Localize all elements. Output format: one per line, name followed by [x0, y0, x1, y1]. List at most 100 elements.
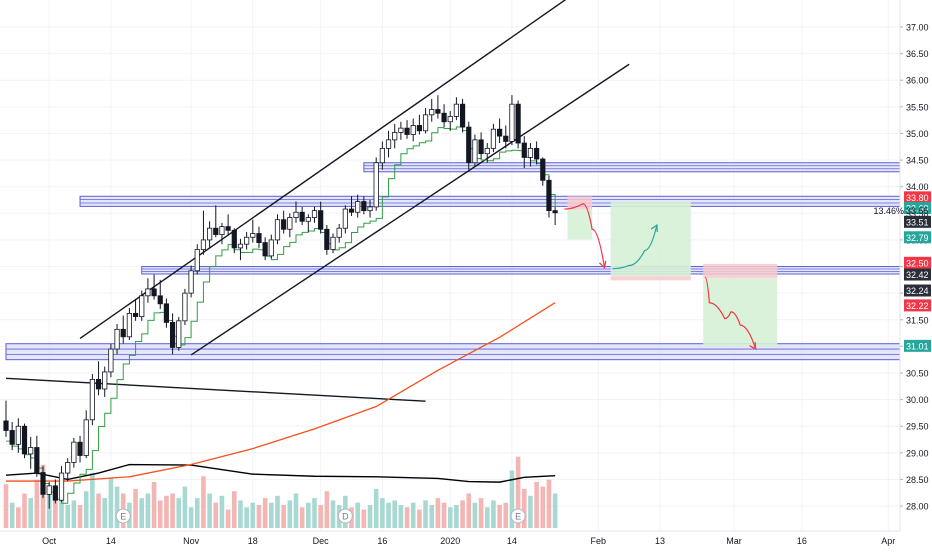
candle-body: [398, 127, 404, 133]
volume-bar: [225, 509, 231, 528]
candle-body: [102, 371, 108, 390]
candle-body: [250, 233, 256, 238]
volume-bar: [145, 493, 151, 528]
candle-body: [3, 420, 9, 431]
volume-bar: [441, 502, 447, 528]
candle-body: [392, 131, 398, 141]
time-tick-label: 16: [797, 536, 807, 546]
volume-bar: [244, 507, 249, 528]
moving-averages: [6, 126, 556, 504]
stop-zone[interactable]: [610, 276, 691, 281]
volume-bar: [552, 493, 558, 528]
candle-body: [21, 425, 28, 455]
price-tick-label: 35.50: [906, 102, 929, 112]
event-marker-label: E: [120, 512, 126, 522]
volume-bar: [361, 509, 367, 528]
stop-zone[interactable]: [567, 196, 593, 210]
event-marker-label: E: [515, 512, 521, 522]
volume-bar: [454, 505, 459, 528]
price-badge-label: 32.22: [906, 301, 929, 311]
sr-zone[interactable]: [79, 195, 901, 207]
volume-bar: [367, 505, 373, 528]
volume-bar: [90, 472, 95, 528]
time-axis[interactable]: Oct 14 Nov 18 Dec 16 2020 14 Feb 13 Mar 16 Apr: [0, 530, 900, 550]
volume-bar: [114, 486, 120, 528]
volume-bar: [330, 500, 336, 528]
volume-bar: [435, 498, 441, 528]
candle-body: [169, 322, 176, 348]
candle-body: [453, 103, 460, 117]
projection-paths[interactable]: [564, 203, 757, 351]
projection-path[interactable]: [612, 224, 658, 270]
candle-body: [126, 312, 132, 338]
time-tick-label: 14: [507, 536, 517, 546]
projection-path[interactable]: [564, 203, 606, 268]
stop-zone[interactable]: [703, 263, 778, 279]
trend-line[interactable]: [5, 377, 426, 402]
candle-body: [509, 103, 515, 142]
price-tick-label: 30.50: [906, 368, 929, 378]
volume-bar: [108, 477, 114, 528]
target-zone[interactable]: [567, 209, 593, 240]
volume-bar: [194, 498, 200, 528]
position-boxes[interactable]: [567, 196, 778, 347]
volume-bar: [423, 500, 428, 528]
candle-body: [478, 139, 484, 155]
target-zone[interactable]: [703, 278, 778, 347]
candle-body: [34, 447, 40, 473]
target-zone[interactable]: [610, 201, 691, 277]
price-tick-label: 31.50: [906, 315, 929, 325]
candle-body: [472, 139, 478, 164]
trend-line[interactable]: [190, 63, 630, 356]
candle-body: [200, 239, 207, 250]
volume-bar: [460, 500, 465, 528]
volume-bar: [478, 498, 484, 528]
time-tick-label: Apr: [881, 536, 895, 546]
projection-arrowhead: [598, 260, 607, 269]
volume-bar: [102, 498, 108, 528]
event-marker-label: D: [342, 512, 349, 522]
volume-bar: [521, 488, 527, 528]
trend-channel-lines[interactable]: [5, 0, 630, 402]
volume-bar: [269, 502, 274, 528]
candle-body: [9, 430, 15, 445]
event-marker-circle[interactable]: [337, 508, 353, 524]
candle-body: [287, 217, 293, 230]
sr-zone[interactable]: [141, 266, 901, 275]
sr-zone[interactable]: [363, 162, 901, 173]
price-tick-label: 28.50: [906, 475, 929, 485]
projection-path[interactable]: [704, 276, 757, 350]
volume-bar: [238, 500, 243, 528]
volume-bar: [3, 484, 9, 528]
candle-body: [71, 441, 77, 463]
volume-bar: [157, 500, 163, 528]
time-tick-label: Nov: [183, 536, 200, 546]
price-badge: [904, 339, 931, 352]
candle-body: [293, 211, 299, 218]
candle-body: [459, 103, 466, 128]
candle-body: [379, 147, 385, 164]
volume-bar: [250, 502, 256, 528]
volume-bar: [484, 507, 490, 528]
volume-bar: [528, 495, 533, 528]
volume-pane: [3, 456, 558, 528]
price-badge: [904, 201, 931, 214]
event-marker-circle[interactable]: [510, 508, 526, 524]
price-badge: [904, 215, 931, 228]
volume-bar: [398, 505, 404, 528]
candle-body: [441, 112, 447, 123]
candle-body: [342, 208, 348, 229]
candle-body: [361, 201, 367, 212]
price-badge-label: 32.42: [906, 270, 929, 280]
percent-change-label: 13.46%: [873, 206, 904, 216]
trend-line[interactable]: [79, 0, 574, 339]
candle-body: [207, 227, 213, 241]
event-marker-circle[interactable]: [115, 508, 131, 524]
price-tick-label: 36.00: [906, 76, 929, 86]
candle-body: [89, 378, 95, 421]
volume-bar: [540, 486, 546, 528]
